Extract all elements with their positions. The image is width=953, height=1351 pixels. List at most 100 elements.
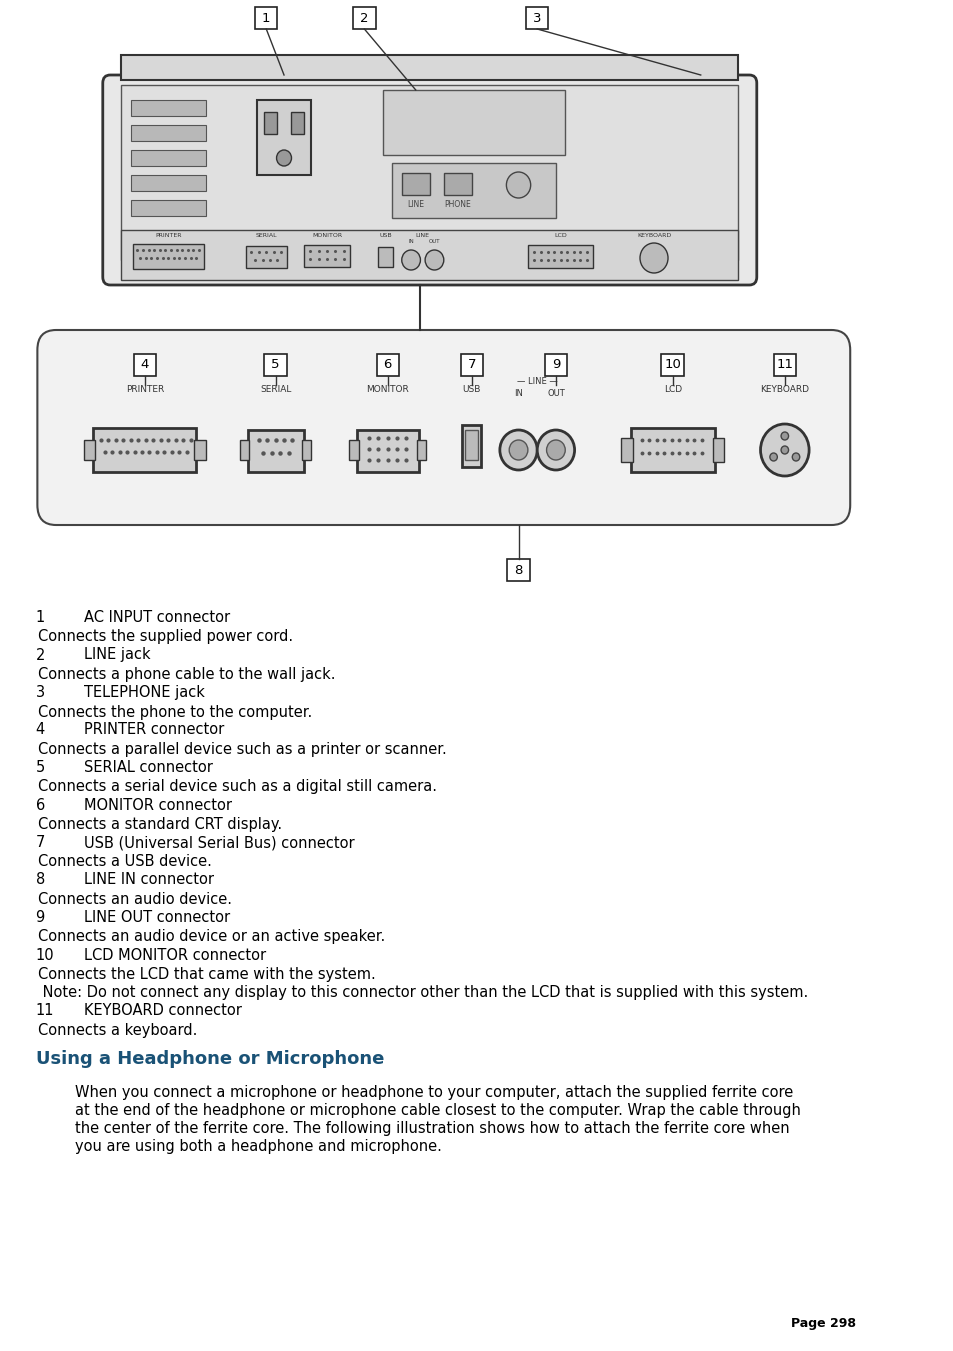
- Text: — LINE —: — LINE —: [517, 377, 557, 386]
- Text: USB: USB: [462, 385, 480, 394]
- Text: Connects a USB device.: Connects a USB device.: [38, 854, 212, 870]
- Circle shape: [537, 430, 574, 470]
- FancyBboxPatch shape: [37, 330, 849, 526]
- Bar: [132, 245, 203, 269]
- Text: SERIAL connector: SERIAL connector: [84, 761, 213, 775]
- Text: SERIAL: SERIAL: [255, 232, 276, 238]
- Bar: [93, 428, 196, 471]
- Text: 8: 8: [35, 873, 45, 888]
- Text: LINE IN connector: LINE IN connector: [84, 873, 213, 888]
- Bar: [254, 7, 277, 28]
- Bar: [773, 354, 795, 376]
- Bar: [121, 55, 738, 80]
- Text: Connects the supplied power cord.: Connects the supplied power cord.: [38, 630, 294, 644]
- Bar: [356, 430, 418, 471]
- Circle shape: [276, 150, 292, 166]
- Circle shape: [791, 453, 799, 461]
- Text: LCD: LCD: [663, 385, 681, 394]
- Bar: [392, 163, 556, 218]
- Text: 2: 2: [359, 12, 368, 24]
- Bar: [303, 245, 350, 267]
- Text: KEYBOARD: KEYBOARD: [760, 385, 808, 394]
- Bar: [401, 173, 430, 195]
- Text: 4: 4: [140, 358, 149, 372]
- Circle shape: [769, 453, 777, 461]
- Text: Connects a keyboard.: Connects a keyboard.: [38, 1023, 197, 1038]
- Text: 4: 4: [35, 723, 45, 738]
- Bar: [525, 7, 548, 28]
- Text: Connects a phone cable to the wall jack.: Connects a phone cable to the wall jack.: [38, 667, 335, 682]
- Text: PRINTER connector: PRINTER connector: [84, 723, 224, 738]
- Bar: [131, 100, 205, 116]
- Bar: [131, 176, 205, 190]
- Text: LINE OUT connector: LINE OUT connector: [84, 911, 230, 925]
- Text: 8: 8: [514, 563, 522, 577]
- Text: LINE: LINE: [407, 200, 424, 209]
- Bar: [630, 428, 714, 471]
- Bar: [301, 440, 311, 459]
- Text: Connects a parallel device such as a printer or scanner.: Connects a parallel device such as a pri…: [38, 742, 447, 757]
- Bar: [376, 354, 398, 376]
- Text: OUT: OUT: [546, 389, 564, 399]
- Text: 3: 3: [35, 685, 45, 700]
- Bar: [131, 150, 205, 166]
- Text: the center of the ferrite core. The following illustration shows how to attach t: the center of the ferrite core. The foll…: [74, 1121, 788, 1136]
- Circle shape: [781, 446, 788, 454]
- Bar: [248, 430, 303, 471]
- Text: 1: 1: [35, 611, 45, 626]
- Bar: [465, 430, 477, 459]
- Text: Connects an audio device or an active speaker.: Connects an audio device or an active sp…: [38, 929, 385, 944]
- Circle shape: [546, 440, 565, 459]
- Circle shape: [760, 424, 808, 476]
- Text: IN: IN: [514, 389, 522, 399]
- FancyBboxPatch shape: [103, 76, 756, 285]
- Text: AC INPUT connector: AC INPUT connector: [84, 611, 230, 626]
- Text: Using a Headphone or Microphone: Using a Headphone or Microphone: [35, 1051, 383, 1069]
- Text: LINE jack: LINE jack: [84, 647, 151, 662]
- Text: PHONE: PHONE: [444, 200, 471, 209]
- Text: LCD: LCD: [554, 232, 566, 238]
- Text: 11: 11: [35, 1002, 54, 1019]
- Text: MONITOR connector: MONITOR connector: [84, 797, 232, 812]
- Circle shape: [401, 250, 420, 270]
- Bar: [256, 100, 311, 176]
- Bar: [383, 91, 565, 155]
- Bar: [240, 440, 249, 459]
- Text: 6: 6: [35, 797, 45, 812]
- Bar: [121, 85, 738, 259]
- Bar: [121, 230, 738, 280]
- Text: USB: USB: [379, 232, 392, 238]
- Bar: [507, 559, 529, 581]
- Text: Connects the phone to the computer.: Connects the phone to the computer.: [38, 704, 313, 720]
- Bar: [712, 438, 723, 462]
- Bar: [460, 354, 482, 376]
- Text: PRINTER: PRINTER: [126, 385, 164, 394]
- Bar: [353, 7, 375, 28]
- Text: Connects a serial device such as a digital still camera.: Connects a serial device such as a digit…: [38, 780, 436, 794]
- Text: TELEPHONE jack: TELEPHONE jack: [84, 685, 205, 700]
- Text: 6: 6: [383, 358, 392, 372]
- Bar: [416, 440, 426, 459]
- Text: 5: 5: [271, 358, 279, 372]
- Text: you are using both a headphone and microphone.: you are using both a headphone and micro…: [74, 1139, 441, 1155]
- Bar: [131, 200, 205, 216]
- Text: IN: IN: [408, 239, 414, 245]
- Bar: [462, 426, 480, 467]
- Bar: [264, 354, 287, 376]
- Circle shape: [781, 432, 788, 440]
- Bar: [131, 126, 205, 141]
- Circle shape: [506, 172, 530, 199]
- Text: When you connect a microphone or headphone to your computer, attach the supplied: When you connect a microphone or headpho…: [74, 1085, 792, 1101]
- Text: Page 298: Page 298: [790, 1317, 855, 1329]
- Text: 2: 2: [35, 647, 45, 662]
- Text: MONITOR: MONITOR: [366, 385, 409, 394]
- Text: 7: 7: [35, 835, 45, 850]
- Text: MONITOR: MONITOR: [312, 232, 342, 238]
- Bar: [620, 438, 632, 462]
- Bar: [291, 112, 303, 134]
- Bar: [133, 354, 156, 376]
- Text: 11: 11: [776, 358, 793, 372]
- Circle shape: [639, 243, 667, 273]
- Bar: [194, 440, 205, 459]
- Text: OUT: OUT: [428, 239, 439, 245]
